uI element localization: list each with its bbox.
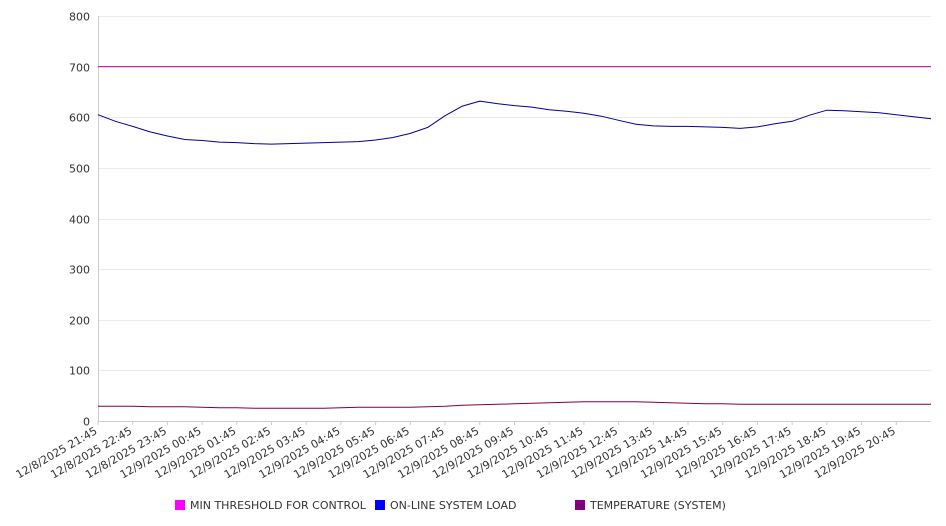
gridlines <box>98 16 931 371</box>
y-tick-label-300: 300 <box>69 264 90 277</box>
y-tick-label-200: 200 <box>69 315 90 328</box>
y-tick-label-700: 700 <box>69 62 90 75</box>
legend: MIN THRESHOLD FOR CONTROL ON-LINE SYSTEM… <box>0 497 946 515</box>
legend-swatch-min-threshold <box>175 500 185 510</box>
y-tick-label-100: 100 <box>69 365 90 378</box>
y-tick-label-800: 800 <box>69 11 90 24</box>
series-line-2 <box>98 401 931 409</box>
series-line-1 <box>97 100 932 145</box>
legend-label-temperature: TEMPERATURE (SYSTEM) <box>590 498 726 512</box>
legend-swatch-online-system-load <box>375 500 385 510</box>
legend-item-min-threshold[interactable]: MIN THRESHOLD FOR CONTROL <box>175 497 366 513</box>
y-tick-labels: 0 100 200 300 400 500 600 700 800 <box>69 11 90 429</box>
legend-item-temperature[interactable]: TEMPERATURE (SYSTEM) <box>575 497 726 513</box>
legend-swatch-temperature <box>575 500 585 510</box>
y-tick-label-0: 0 <box>83 416 90 429</box>
y-tick-label-400: 400 <box>69 214 90 227</box>
y-tick-label-500: 500 <box>69 163 90 176</box>
legend-label-online-system-load: ON-LINE SYSTEM LOAD <box>390 498 517 512</box>
axes <box>97 16 931 425</box>
series-lines <box>97 66 932 409</box>
legend-label-min-threshold: MIN THRESHOLD FOR CONTROL <box>190 498 366 512</box>
legend-item-online-system-load[interactable]: ON-LINE SYSTEM LOAD <box>375 497 516 513</box>
y-tick-label-600: 600 <box>69 112 90 125</box>
